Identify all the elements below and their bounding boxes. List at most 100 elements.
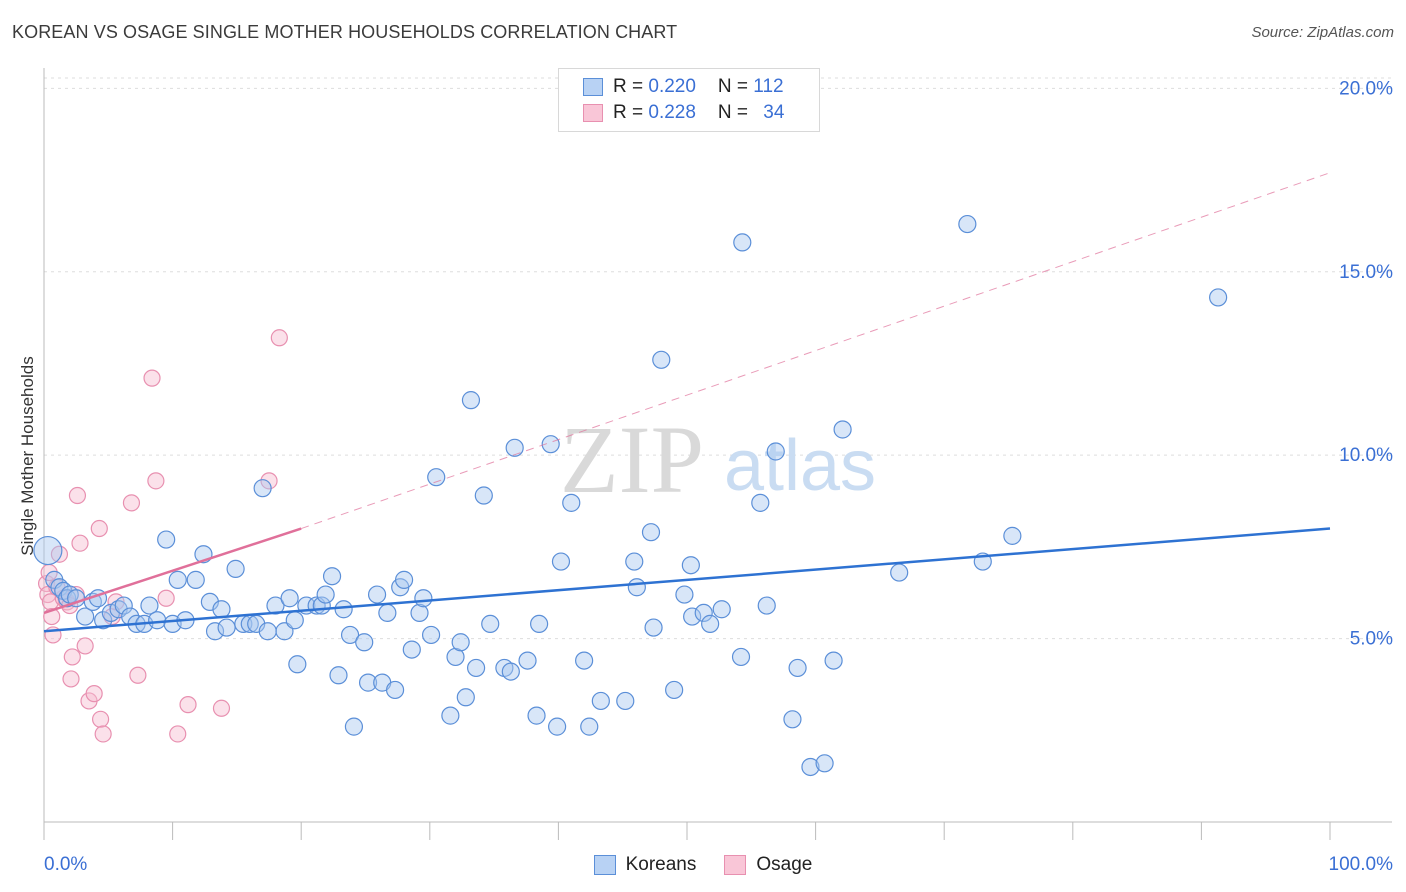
koreans-point <box>675 585 694 604</box>
koreans-point <box>329 666 348 685</box>
source-label: Source: ZipAtlas.com <box>1251 24 1394 41</box>
osage-point <box>143 369 161 387</box>
koreans-point <box>580 717 599 736</box>
koreans-point <box>641 523 661 542</box>
koreans-point <box>421 625 441 645</box>
koreans-point <box>355 633 374 652</box>
koreans-point <box>288 655 307 674</box>
koreans-point <box>148 611 167 630</box>
legend-osage-label: Osage <box>756 854 813 875</box>
koreans-point <box>833 420 852 439</box>
axis-layer <box>43 68 1392 840</box>
stats-row-koreans: R = 0.220 N = 112 <box>583 74 784 100</box>
koreans-point <box>541 435 560 454</box>
osage-point <box>50 545 69 563</box>
koreans-points <box>33 214 1228 777</box>
koreans-point <box>1209 288 1228 307</box>
legend-koreans-swatch <box>593 855 616 875</box>
koreans-point <box>751 493 770 512</box>
osage-point <box>147 472 165 490</box>
legend-osage-swatch <box>724 855 747 875</box>
koreans-point <box>551 552 571 571</box>
koreans-point <box>358 673 378 692</box>
koreans-n-label: N = <box>717 76 754 97</box>
y-tick-label: 20.0% <box>1339 78 1393 99</box>
osage-r-label: R = <box>613 102 649 123</box>
osage-point <box>91 710 110 728</box>
koreans-point <box>1003 526 1022 545</box>
koreans-r-label: R = <box>613 76 649 97</box>
koreans-point <box>168 570 187 589</box>
koreans-point <box>385 680 405 700</box>
koreans-point <box>316 585 335 604</box>
koreans-point <box>694 603 713 623</box>
y-tick-label: 10.0% <box>1339 445 1393 466</box>
koreans-point <box>285 611 304 630</box>
koreans-point <box>766 442 785 461</box>
legend-item-osage[interactable]: Osage <box>724 854 812 876</box>
koreans-point <box>701 614 720 634</box>
koreans-point <box>456 688 475 707</box>
koreans-point <box>625 552 644 571</box>
koreans-point <box>367 585 387 604</box>
osage-point <box>62 670 80 688</box>
koreans-point <box>266 596 285 615</box>
osage-swatch <box>583 104 603 122</box>
koreans-point <box>441 706 460 725</box>
koreans-point <box>733 233 752 252</box>
koreans-point <box>340 625 360 645</box>
koreans-point <box>461 391 481 410</box>
koreans-point <box>801 757 820 777</box>
koreans-point <box>334 600 353 619</box>
koreans-point <box>205 622 225 641</box>
koreans-point <box>757 596 776 615</box>
trend-lines <box>43 172 1331 633</box>
koreans-point <box>712 600 731 619</box>
koreans-point <box>518 651 537 670</box>
koreans-point <box>665 680 684 700</box>
koreans-point <box>226 559 245 578</box>
watermark-atlas: atlas <box>724 426 876 506</box>
koreans-point <box>616 691 635 711</box>
y-tick-label: 5.0% <box>1350 629 1393 650</box>
koreans-point <box>394 570 414 589</box>
koreans-point <box>890 563 909 582</box>
koreans-point <box>644 618 663 637</box>
osage-point <box>63 648 81 666</box>
legend-item-koreans[interactable]: Koreans <box>593 854 697 876</box>
koreans-point <box>788 658 807 678</box>
koreans-point <box>451 633 470 652</box>
koreans-point <box>414 589 433 608</box>
osage-point <box>85 685 103 703</box>
legend-koreans-label: Koreans <box>625 854 697 875</box>
koreans-point <box>824 651 843 670</box>
koreans-point <box>427 468 446 487</box>
koreans-point <box>815 754 834 773</box>
koreans-r-value: 0.220 <box>648 76 696 97</box>
watermark-zip: ZIP <box>560 406 704 513</box>
koreans-point <box>481 614 500 634</box>
osage-point <box>94 725 112 743</box>
osage-point <box>68 486 87 505</box>
koreans-point <box>33 535 63 566</box>
koreans-point <box>402 640 421 659</box>
osage-n-label: N = <box>717 102 754 123</box>
koreans-trend-line <box>43 527 1331 633</box>
koreans-point <box>652 350 671 369</box>
koreans-point <box>731 647 751 667</box>
koreans-point <box>683 607 702 626</box>
koreans-point <box>186 570 205 589</box>
koreans-point <box>501 662 520 681</box>
koreans-point <box>140 596 159 615</box>
koreans-n-value: 112 <box>753 76 784 97</box>
koreans-point <box>258 622 277 641</box>
koreans-point <box>217 618 236 637</box>
koreans-point <box>681 556 700 575</box>
osage-point <box>212 699 231 717</box>
osage-point <box>179 696 197 714</box>
osage-point <box>71 534 89 552</box>
koreans-point <box>114 596 133 615</box>
koreans-point <box>94 611 113 630</box>
x-tick-label-min: 0.0% <box>44 854 87 875</box>
koreans-point <box>530 614 549 634</box>
